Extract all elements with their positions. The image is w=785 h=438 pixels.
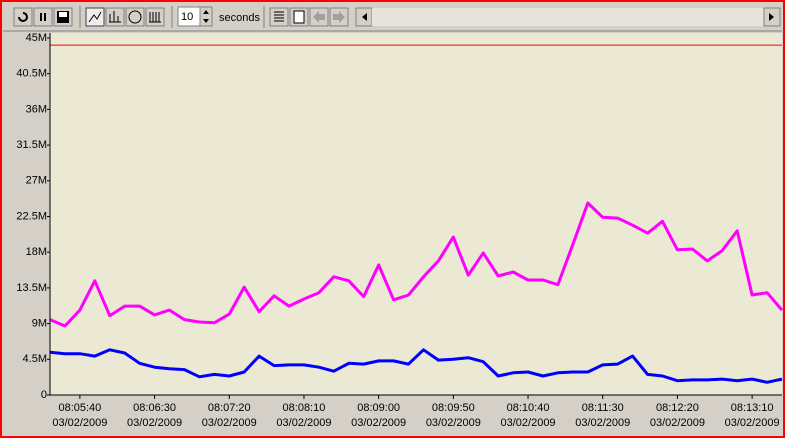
plot <box>49 44 784 384</box>
y-tick-label: 9M <box>32 318 47 330</box>
icon <box>362 13 367 21</box>
icon <box>40 13 42 21</box>
icon <box>333 11 345 23</box>
x-tick-label: 03/02/2009 <box>575 417 630 429</box>
histogram-button[interactable] <box>105 7 125 27</box>
interval-spinner[interactable] <box>199 6 213 27</box>
icon <box>293 10 305 24</box>
x-tick-label: 03/02/2009 <box>650 417 705 429</box>
x-tick-label: 08:06:30 <box>133 402 176 414</box>
y-tick-label: 18M <box>26 246 47 258</box>
x-tick-label: 03/02/2009 <box>501 417 556 429</box>
x-tick-label: 08:09:50 <box>432 402 475 414</box>
icon <box>203 10 209 23</box>
refresh-button[interactable] <box>13 7 33 27</box>
y-tick-label: 40.5M <box>16 68 47 80</box>
bars-button[interactable] <box>145 7 165 27</box>
x-tick-label: 03/02/2009 <box>725 417 780 429</box>
x-tick-label: 03/02/2009 <box>202 417 257 429</box>
icon <box>88 11 102 23</box>
x-tick-label: 08:05:40 <box>58 402 101 414</box>
series-line <box>49 348 783 384</box>
toolbar: 10 seconds <box>3 6 782 32</box>
x-tick-label: 08:09:00 <box>357 402 400 414</box>
icon <box>274 11 284 22</box>
properties-button[interactable] <box>269 7 289 27</box>
y-tick-label: 13.5M <box>16 282 47 294</box>
plot-area <box>50 33 782 395</box>
y-tick-label: 4.5M <box>23 353 47 365</box>
x-tick-label: 03/02/2009 <box>351 417 406 429</box>
x-tick-label: 03/02/2009 <box>276 417 331 429</box>
x-tick-label: 03/02/2009 <box>127 417 182 429</box>
pause-button[interactable] <box>33 7 53 27</box>
x-tick-label: 08:12:20 <box>656 402 699 414</box>
icon <box>149 12 161 23</box>
series-line <box>49 201 784 328</box>
interval-value: 10 <box>181 11 193 23</box>
x-tick-label: 08:11:30 <box>582 402 624 414</box>
icon <box>44 13 46 21</box>
interval-unit: seconds <box>219 12 260 24</box>
y-tick-label: 0 <box>41 389 47 401</box>
scroll-track <box>372 8 764 26</box>
icon <box>128 10 142 24</box>
x-tick-label: 03/02/2009 <box>52 417 107 429</box>
y-tick-label: 45M <box>26 32 47 44</box>
y-tick-label: 31.5M <box>16 139 47 151</box>
icon <box>59 12 67 17</box>
x-tick-label: 08:07:20 <box>208 402 251 414</box>
y-tick-label: 22.5M <box>16 210 47 222</box>
x-tick-label: 08:10:40 <box>507 402 550 414</box>
x-tick-label: 03/02/2009 <box>426 417 481 429</box>
y-tick-label: 27M <box>26 175 47 187</box>
x-tick-label: 08:08:10 <box>283 402 326 414</box>
icon <box>313 11 325 23</box>
icon <box>109 11 121 23</box>
y-tick-label: 36M <box>26 103 47 115</box>
icon <box>18 12 28 22</box>
icon <box>769 13 774 21</box>
x-tick-label: 08:13:10 <box>731 402 774 414</box>
